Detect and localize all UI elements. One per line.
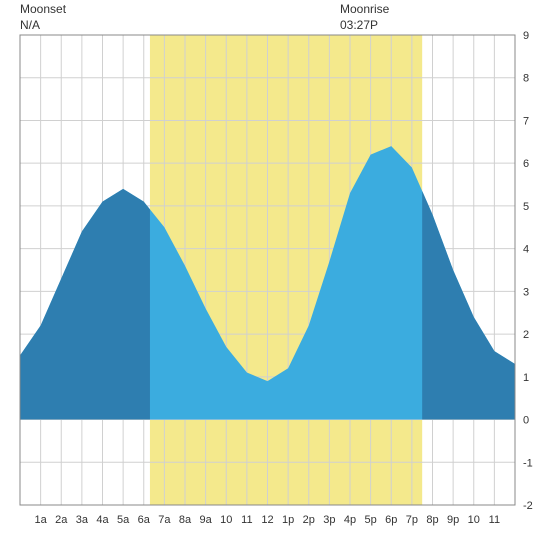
chart-svg: -2-101234567891a2a3a4a5a6a7a8a9a1011121p… [0,0,550,550]
y-tick-label: 1 [523,372,529,384]
y-tick-label: 9 [523,30,529,42]
y-tick-label: -1 [523,457,533,469]
y-tick-label: 3 [523,286,529,298]
x-tick-label: 1a [35,514,48,526]
y-tick-label: 8 [523,73,529,85]
moonrise-block: Moonrise 03:27P [340,2,389,33]
x-tick-label: 4a [96,514,109,526]
y-tick-label: 2 [523,329,529,341]
moonrise-label: Moonrise [340,2,389,18]
y-tick-label: -2 [523,500,533,512]
x-tick-label: 11 [489,514,500,526]
x-tick-label: 3a [76,514,89,526]
x-tick-label: 2a [55,514,68,526]
x-tick-label: 4p [344,514,356,526]
y-tick-label: 6 [523,158,529,170]
x-tick-label: 8a [179,514,192,526]
x-tick-label: 3p [323,514,335,526]
x-tick-label: 6p [385,514,397,526]
x-tick-label: 7p [406,514,418,526]
y-tick-label: 4 [523,244,529,256]
tide-chart: Moonset N/A Moonrise 03:27P -2-101234567… [0,0,550,550]
x-tick-label: 11 [241,514,252,526]
x-tick-label: 1p [282,514,294,526]
moonset-label: Moonset [20,2,66,18]
moonset-value: N/A [20,18,66,34]
x-tick-label: 10 [468,514,480,526]
x-tick-label: 5p [365,514,377,526]
y-tick-label: 0 [523,415,529,427]
x-tick-label: 9p [447,514,459,526]
y-tick-label: 5 [523,201,529,213]
x-tick-label: 8p [426,514,438,526]
x-tick-label: 10 [220,514,232,526]
x-tick-label: 2p [303,514,315,526]
x-tick-label: 6a [138,514,151,526]
y-tick-label: 7 [523,115,529,127]
moonset-block: Moonset N/A [20,2,66,33]
x-tick-label: 5a [117,514,130,526]
x-tick-label: 9a [200,514,213,526]
x-tick-label: 12 [261,514,273,526]
x-tick-label: 7a [158,514,171,526]
moonrise-value: 03:27P [340,18,389,34]
